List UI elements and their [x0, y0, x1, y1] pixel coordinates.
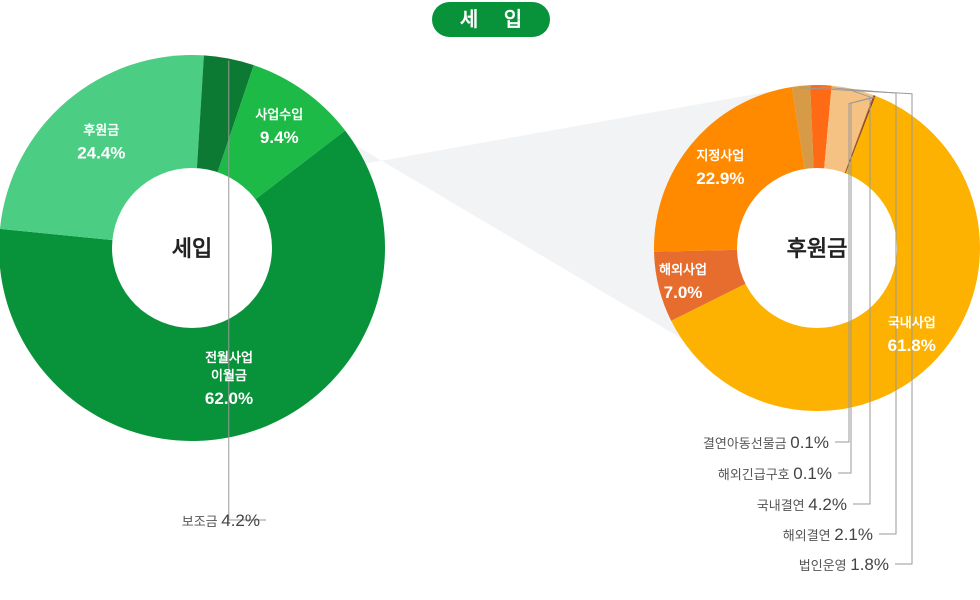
callout-label: 해외긴급구호 0.1% [718, 464, 832, 483]
leader-line [852, 90, 871, 505]
donut-income: 세입 [0, 55, 385, 441]
chart-title: 세 입 [460, 8, 532, 31]
slice-value-label: 9.4% [260, 128, 299, 147]
donut-center-label: 세입 [172, 236, 212, 261]
slice-value-label: 62.0% [205, 389, 253, 408]
callout-label: 법인운영 1.8% [799, 555, 889, 574]
slice-value-label: 61.8% [888, 336, 936, 355]
donut-donations: 후원금 [654, 85, 980, 412]
slice-label: 전월사업 [205, 350, 253, 365]
slice-value-label: 22.9% [696, 169, 744, 188]
leader-line [801, 87, 913, 565]
callout-label: 해외결연 2.1% [783, 525, 873, 544]
leader-line [838, 96, 874, 474]
leader-line [228, 60, 266, 521]
donut-center-label: 후원금 [787, 236, 848, 261]
slice-label: 지정사업 [696, 148, 744, 163]
title-pill-bg [432, 2, 550, 37]
slice-value-label: 24.4% [77, 143, 125, 162]
slice-label: 이월금 [211, 368, 247, 383]
callout-label: 결연아동선물금 0.1% [703, 433, 829, 452]
slice-label: 사업수입 [255, 107, 303, 122]
leader-line [820, 86, 897, 535]
donut-hole [112, 168, 272, 328]
slice-label: 국내사업 [888, 315, 936, 330]
slice-label: 후원금 [83, 122, 119, 137]
title-pill: 세 입 [432, 2, 550, 37]
donut-hole [737, 168, 897, 328]
slice-label: 해외사업 [659, 262, 707, 277]
callout-leaders [228, 60, 913, 565]
callout-label: 보조금 4.2% [182, 511, 260, 530]
slice-value-label: 7.0% [664, 283, 703, 302]
callout-label: 국내결연 4.2% [757, 495, 847, 514]
